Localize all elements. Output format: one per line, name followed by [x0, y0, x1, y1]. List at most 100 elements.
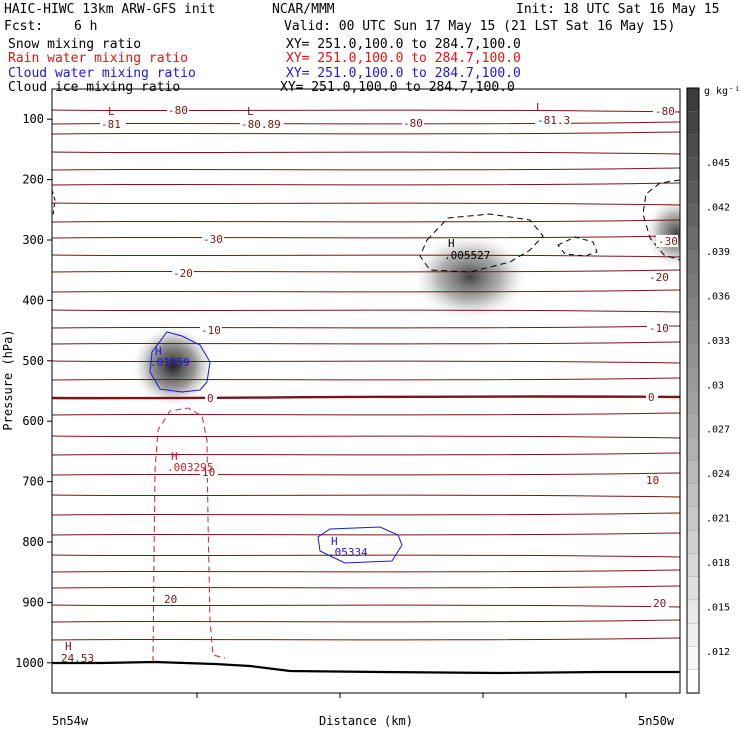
- init-time: Init: 18 UTC Sat 16 May 15: [516, 2, 720, 17]
- isotherm-line: [52, 619, 680, 623]
- y-axis-label: Pressure (hPa): [1, 329, 15, 430]
- extremum-kind: H: [65, 640, 72, 653]
- extremum-value: .003295: [167, 461, 213, 474]
- isotherm-line: [52, 309, 680, 313]
- extremum-kind: L: [536, 101, 543, 114]
- colorbar-swatch: [686, 436, 700, 461]
- colorbar-label: .033: [706, 336, 730, 347]
- colorbar-swatch: [686, 576, 700, 601]
- colorbar-swatch: [686, 367, 700, 392]
- extremum-kind: L: [247, 105, 254, 118]
- field-name-cloud-water: Cloud water mixing ratio: [8, 66, 196, 81]
- field-name-snow: Snow mixing ratio: [8, 37, 142, 52]
- terrain-line: [52, 660, 680, 675]
- colorbar-swatch: [686, 227, 700, 252]
- colorbar-swatch: [686, 204, 700, 229]
- isotherm-label: -80: [168, 104, 188, 117]
- y-axis: 100 200 300 400 500 600 700 800 900 1000: [15, 112, 52, 670]
- isotherm-line: [52, 235, 680, 239]
- colorbar-swatch: [686, 646, 700, 671]
- colorbar-swatch: [686, 623, 700, 648]
- isotherm-label: -80: [655, 105, 675, 118]
- colorbar: .045 .042 .039 .036 .033 .03 .027 .024 .021 .018.…: [686, 87, 730, 694]
- extremum-value: 24.53: [61, 652, 94, 665]
- colorbar-frame: [686, 87, 700, 694]
- isotherm-line: [52, 151, 680, 155]
- colorbar-swatch: [686, 343, 700, 368]
- colorbar-label: .042: [706, 202, 730, 213]
- isotherm-line: [52, 377, 680, 381]
- isotherm-line: [52, 325, 680, 329]
- colorbar-unit: g kg⁻¹: [704, 86, 740, 97]
- org-label: NCAR/MMM: [272, 2, 335, 17]
- colorbar-label: .015: [706, 603, 730, 614]
- y-tick-label: 500: [22, 354, 44, 368]
- extremum-kind: L: [108, 105, 115, 118]
- isotherm-line: [52, 254, 680, 258]
- colorbar-swatch: [686, 599, 700, 624]
- plot-frame: [51, 88, 681, 694]
- extremum-value: .005527: [444, 249, 490, 262]
- x-left-endpoint: 5n54w: [52, 714, 89, 728]
- isotherm-label: 20: [164, 593, 177, 606]
- isotherm-line: [52, 131, 680, 135]
- isotherm-label: -81.3: [537, 114, 570, 127]
- colorbar-label: .024: [706, 469, 730, 480]
- extremum-value: .05334: [328, 546, 368, 559]
- isotherm-line: [52, 512, 680, 516]
- cloud-water-contour-mid: [149, 331, 211, 393]
- snow-contour-left: [51, 189, 56, 216]
- isotherm-line: [52, 167, 680, 171]
- isotherm-labels: -80 -81 -80.89 -80 -81.3 -80 -30 -30 -20…: [100, 104, 678, 610]
- colorbar-label: .045: [706, 158, 730, 169]
- valid-time: Valid: 00 UTC Sun 17 May 15 (21 LST Sat …: [284, 19, 676, 34]
- isotherm-label: 20: [653, 597, 666, 610]
- ice-shading-mid: [133, 326, 213, 406]
- colorbar-label: .03: [706, 380, 724, 391]
- isotherm-line: [52, 585, 680, 589]
- isotherm-line: [52, 269, 680, 273]
- isotherm-line: [52, 360, 680, 364]
- isotherm-line: [52, 121, 680, 125]
- field-xy-snow: XY= 251.0,100.0 to 284.7,100.0: [286, 37, 521, 52]
- isotherm-label: -10: [201, 324, 221, 337]
- field-name-rain: Rain water mixing ratio: [8, 51, 189, 66]
- ice-shading-upper: [414, 235, 526, 319]
- snow-contour-small: [557, 236, 598, 257]
- colorbar-swatch: [686, 390, 700, 415]
- colorbar-swatch: [686, 506, 700, 531]
- isotherm-lines: [52, 109, 680, 641]
- y-tick-label: 600: [22, 414, 44, 428]
- isotherm-label: 0: [648, 391, 655, 404]
- isotherm-line: [52, 182, 680, 186]
- colorbar-swatch: [686, 157, 700, 182]
- colorbar-swatch: [686, 320, 700, 345]
- model-title: HAIC-HIWC 13km ARW-GFS init: [4, 2, 216, 17]
- isotherm-line: [52, 219, 680, 223]
- extremum-kind: H: [171, 450, 178, 463]
- colorbar-swatch: [686, 483, 700, 508]
- x-axis: [196, 693, 627, 698]
- colorbar-swatch: [686, 297, 700, 322]
- isotherm-label: -30: [203, 233, 223, 246]
- isotherm-line: [52, 412, 680, 416]
- y-tick-label: 800: [22, 535, 44, 549]
- colorbar-swatch: [686, 87, 700, 112]
- x-axis-label: Distance (km): [319, 714, 413, 728]
- colorbar-swatch: [686, 529, 700, 555]
- ice-shading-edge: [646, 199, 680, 267]
- colorbar-label: .018: [706, 558, 730, 569]
- freezing-level-line: [52, 395, 680, 400]
- isotherm-line: [52, 494, 680, 498]
- extremum-kind: H: [331, 535, 338, 548]
- extremum-kind: H: [155, 345, 162, 358]
- isotherm-label: 0: [207, 392, 214, 405]
- extremum-value: .01959: [150, 356, 190, 369]
- y-tick-label: 1000: [15, 656, 44, 670]
- field-xy-rain: XY= 251.0,100.0 to 284.7,100.0: [286, 51, 521, 66]
- isotherm-line: [52, 289, 680, 293]
- isotherm-line: [52, 202, 680, 206]
- colorbar-swatch: [686, 460, 700, 485]
- isotherm-label: -20: [173, 267, 193, 280]
- isotherm-line: [52, 452, 680, 456]
